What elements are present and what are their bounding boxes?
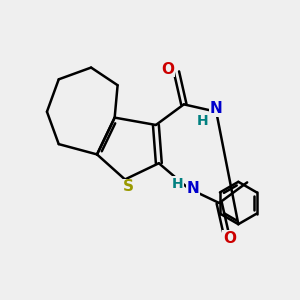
Text: O: O <box>161 61 174 76</box>
Text: H: H <box>172 177 184 191</box>
Text: O: O <box>223 231 236 246</box>
Text: N: N <box>186 181 199 196</box>
Text: S: S <box>122 179 134 194</box>
Text: N: N <box>210 101 223 116</box>
Text: H: H <box>197 114 209 128</box>
